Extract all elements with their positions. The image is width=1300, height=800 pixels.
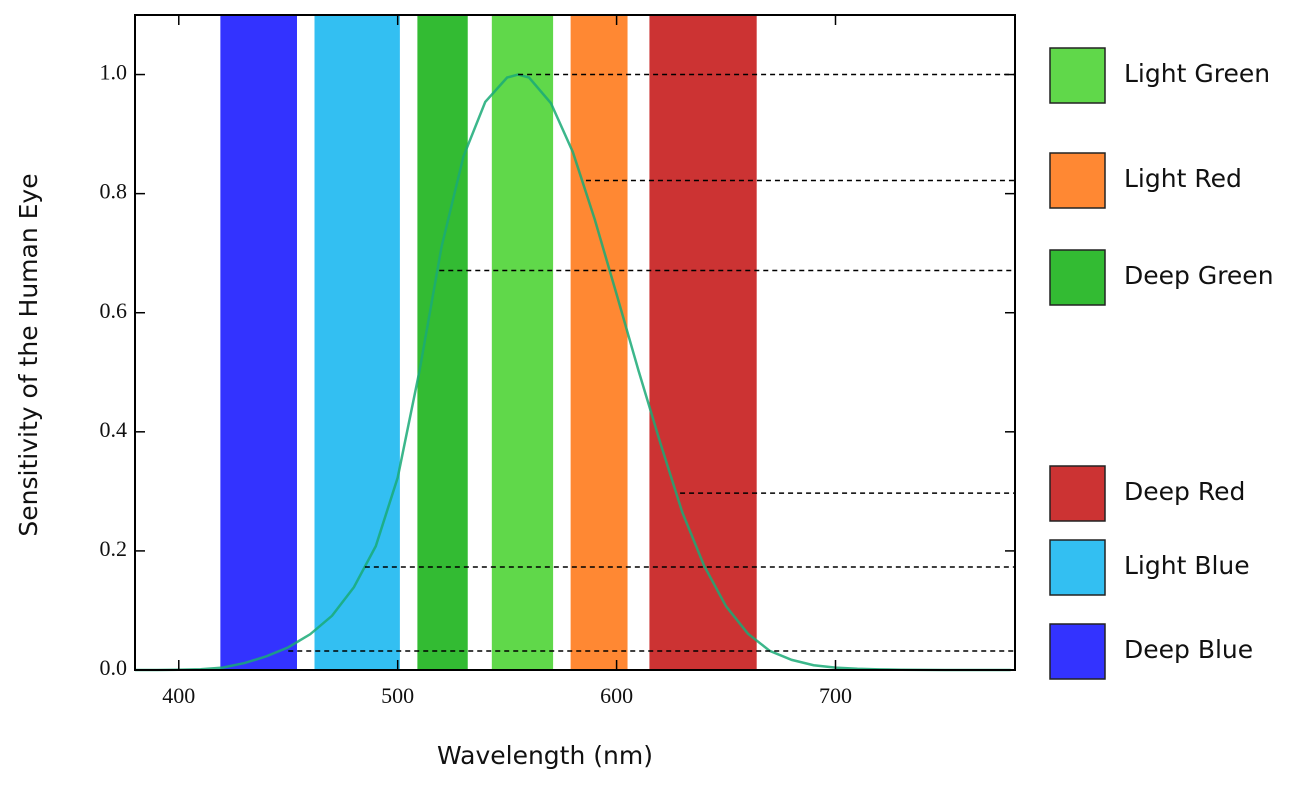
legend-swatch [1049,465,1106,522]
band [649,15,757,670]
legend-label: Deep Red [1124,477,1245,506]
y-tick-label: 0.0 [100,655,128,680]
legend-label: Deep Green [1124,261,1274,290]
x-tick-label: 500 [381,683,414,708]
band [220,15,297,670]
y-tick-label: 1.0 [100,60,128,85]
x-axis-label: Wavelength (nm) [437,741,653,770]
legend-swatch [1049,539,1106,596]
legend-swatch [1049,623,1106,680]
plot-frame [134,14,1016,671]
legend-swatch [1049,47,1106,104]
y-axis-label: Sensitivity of the Human Eye [14,173,43,536]
y-tick-label: 0.8 [100,179,128,204]
legend-label: Light Red [1124,164,1242,193]
band [570,15,628,670]
legend-swatch [1049,249,1106,306]
x-tick-label: 700 [819,683,852,708]
curve [134,73,1011,672]
band [314,15,400,670]
band [491,15,554,670]
x-tick-label: 400 [162,683,195,708]
legend-label: Light Green [1124,59,1270,88]
y-tick-label: 0.6 [100,298,128,323]
x-tick-label: 600 [600,683,633,708]
legend-label: Light Blue [1124,551,1250,580]
legend-label: Deep Blue [1124,635,1253,664]
y-tick-label: 0.4 [100,417,128,442]
legend-swatch [1049,152,1106,209]
y-tick-label: 0.2 [100,536,128,561]
